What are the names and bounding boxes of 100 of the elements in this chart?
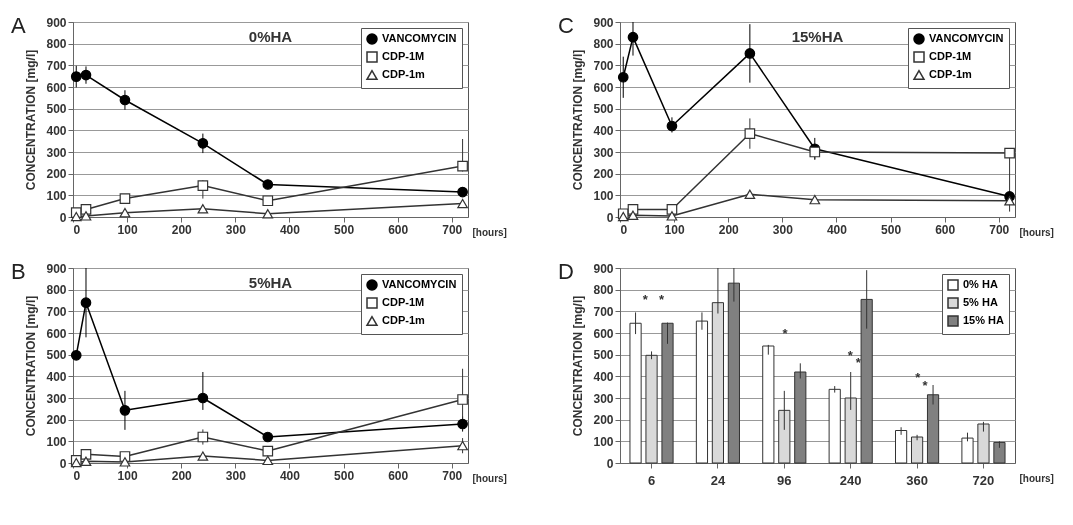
y-tick-label: 600: [593, 80, 614, 95]
legend-label: CDP-1M: [382, 296, 425, 308]
text: A: [11, 13, 26, 38]
y-tick-label: 400: [46, 369, 67, 384]
x-tick-label: 300: [225, 468, 247, 483]
y-tick-label: 400: [593, 369, 614, 384]
x-tick-label: 700: [442, 468, 463, 483]
x-tick-label: 0: [73, 222, 81, 237]
y-tick-label: 600: [593, 326, 614, 341]
y-tick-label: 200: [593, 413, 614, 428]
y-tick-label: 900: [593, 261, 614, 276]
y-tick-label: 500: [593, 348, 614, 363]
y-tick-label: 800: [593, 37, 614, 52]
x-tick-label: 500: [334, 222, 355, 237]
y-tick-label: 0: [59, 210, 67, 225]
legend-label: VANCOMYCIN: [929, 32, 1004, 44]
x-tick-label: 200: [718, 222, 740, 237]
y-tick-label: 600: [46, 80, 67, 95]
annotation: *: [855, 355, 862, 371]
x-tick-label: 0: [620, 222, 628, 237]
legend-label: VANCOMYCIN: [382, 32, 457, 44]
x-tick-label: 700: [989, 222, 1010, 237]
y-tick-label: 800: [46, 283, 67, 298]
chart-title: 15%HA: [791, 28, 844, 45]
chart-title: 5%HA: [248, 274, 293, 291]
y-tick-label: 800: [46, 37, 67, 52]
annotation: *: [922, 377, 929, 393]
y-tick-label: 300: [593, 391, 614, 406]
legend-label: 0% HA: [963, 278, 998, 290]
legend-label: CDP-1m: [382, 314, 426, 326]
y-tick-label: 700: [593, 304, 614, 319]
x-tick-label: 100: [117, 222, 138, 237]
x-tick-label: 24: [710, 472, 726, 488]
x-axis-title: [hours]: [1019, 472, 1054, 484]
y-tick-label: 200: [46, 167, 67, 182]
x-tick-label: 100: [664, 222, 685, 237]
x-tick-label: 6: [647, 472, 656, 488]
annotation: *: [658, 292, 665, 308]
y-tick-label: 100: [593, 188, 614, 203]
x-tick-label: 300: [772, 222, 794, 237]
y-tick-label: 800: [593, 283, 614, 298]
x-tick-label: 96: [777, 472, 792, 488]
y-tick-label: 700: [46, 304, 67, 319]
x-tick-label: 300: [225, 222, 247, 237]
text: C: [558, 13, 574, 38]
y-tick-label: 300: [593, 145, 614, 160]
y-axis-title: CONCENTRATION [mg/l]: [24, 49, 39, 191]
x-tick-label: 200: [171, 222, 193, 237]
y-tick-label: 200: [46, 413, 67, 428]
y-tick-label: 0: [606, 210, 614, 225]
annotation: *: [847, 347, 854, 363]
annotation: *: [915, 370, 922, 386]
y-tick-label: 300: [46, 391, 67, 406]
x-tick-label: 500: [881, 222, 902, 237]
x-tick-label: 600: [388, 222, 409, 237]
y-tick-label: 100: [46, 188, 67, 203]
x-tick-label: 400: [826, 222, 848, 237]
y-tick-label: 600: [46, 326, 67, 341]
y-tick-label: 900: [46, 15, 67, 30]
y-tick-label: 900: [593, 15, 614, 30]
y-axis-title: CONCENTRATION [mg/l]: [571, 295, 586, 437]
y-axis-title: CONCENTRATION [mg/l]: [24, 295, 39, 437]
y-tick-label: 700: [593, 58, 614, 73]
x-tick-label: 200: [171, 468, 193, 483]
text: B: [11, 259, 26, 284]
y-tick-label: 500: [46, 102, 67, 117]
y-tick-label: 500: [593, 102, 614, 117]
x-tick-label: 600: [388, 468, 409, 483]
legend-label: CDP-1M: [929, 50, 972, 62]
chart-title: 0%HA: [248, 28, 293, 45]
x-tick-label: 240: [839, 472, 862, 488]
x-tick-label: 600: [935, 222, 956, 237]
y-tick-label: 200: [593, 167, 614, 182]
x-tick-label: 0: [73, 468, 81, 483]
legend-label: CDP-1m: [929, 68, 973, 80]
x-tick-label: 700: [442, 222, 463, 237]
y-tick-label: 900: [46, 261, 67, 276]
y-tick-label: 400: [46, 123, 67, 138]
legend-label: CDP-1M: [382, 50, 425, 62]
y-tick-label: 100: [593, 434, 614, 449]
y-tick-label: 400: [593, 123, 614, 138]
y-axis-title: CONCENTRATION [mg/l]: [571, 49, 586, 191]
x-tick-label: 360: [906, 472, 928, 488]
y-tick-label: 100: [46, 434, 67, 449]
x-tick-label: 400: [279, 222, 301, 237]
x-axis-title: [hours]: [472, 472, 507, 484]
annotation: *: [642, 292, 649, 308]
x-tick-label: 100: [117, 468, 138, 483]
legend-label: VANCOMYCIN: [382, 278, 457, 290]
y-tick-label: 700: [46, 58, 67, 73]
x-tick-label: 500: [334, 468, 355, 483]
x-tick-label: 400: [279, 468, 301, 483]
x-axis-title: [hours]: [472, 226, 507, 238]
legend-label: 15% HA: [963, 314, 1005, 326]
x-tick-label: 720: [972, 472, 995, 488]
x-axis-title: [hours]: [1019, 226, 1054, 238]
legend-label: 5% HA: [963, 296, 998, 308]
legend-label: CDP-1m: [382, 68, 426, 80]
y-tick-label: 300: [46, 145, 67, 160]
text: D: [558, 259, 574, 284]
